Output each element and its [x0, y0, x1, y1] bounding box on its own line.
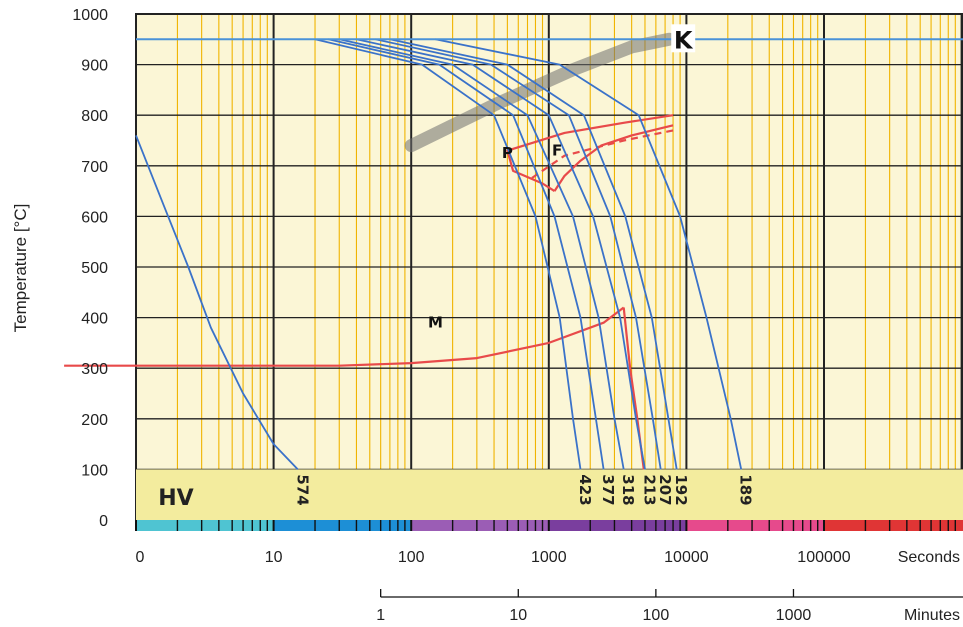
timebar-segment [273, 520, 412, 531]
hardness-value: 207 [656, 474, 674, 505]
timebar-segment [548, 520, 687, 531]
cooling-curve-207 [375, 38, 662, 470]
x-minutes-tick-label: 100 [643, 607, 670, 624]
y-axis-label: Temperature [°C] [11, 204, 30, 333]
y-tick-label: 500 [81, 260, 108, 277]
timebar-segment [686, 520, 824, 531]
y-tick-label: 0 [99, 513, 108, 530]
hv-band [136, 469, 963, 520]
hardness-value: 377 [599, 474, 617, 505]
y-tick-label: 600 [81, 209, 108, 226]
annealing-band-line [404, 32, 676, 153]
k-label: K [674, 26, 694, 54]
y-tick-label: 200 [81, 412, 108, 429]
x-seconds-unit: Seconds [898, 549, 960, 566]
x-minutes-tick-label: 10 [509, 607, 527, 624]
y-tick-label: 100 [81, 462, 108, 479]
x-seconds-tick-label: 100 [398, 549, 425, 566]
hardness-value: 574 [293, 474, 311, 505]
y-tick-label: 800 [81, 108, 108, 125]
major-grid [135, 13, 963, 521]
x-seconds-tick-label: 0 [136, 549, 145, 566]
region-label-P: P [502, 144, 513, 162]
region-label-F: F [552, 142, 562, 160]
hardness-value: 318 [619, 474, 637, 505]
timebar-segment [411, 520, 549, 531]
y-tick-label: 300 [81, 361, 108, 378]
y-tick-label: 400 [81, 311, 108, 328]
hardness-value: 192 [672, 474, 690, 505]
cooling-curves [135, 38, 743, 471]
x-minutes-tick-label: 1 [376, 607, 385, 624]
transformation-lines [64, 114, 674, 470]
transformation-line-3 [64, 306, 625, 367]
annealing-band [404, 32, 676, 153]
k-label-bg [671, 24, 696, 53]
cooling-curve-377 [328, 38, 605, 470]
timebar-segment [824, 520, 963, 531]
hardness-value: 213 [641, 474, 659, 505]
transformation-line-2 [526, 129, 674, 182]
hv-label: HV [158, 486, 193, 511]
time-colorbar [135, 520, 963, 531]
y-tick-label: 700 [81, 159, 108, 176]
hv-band-fill [136, 469, 963, 520]
transformation-line-0 [506, 114, 674, 193]
cooling-curve-192 [389, 38, 678, 470]
x-minutes-unit: Minutes [904, 607, 960, 624]
y-tick-label: 1000 [72, 7, 108, 24]
cooling-curve-213 [356, 38, 646, 470]
cooling-curve-574 [135, 135, 299, 471]
cooling-curve-423 [314, 38, 582, 470]
x-seconds-tick-label: 10000 [664, 549, 709, 566]
x-seconds-tick-label: 1000 [531, 549, 567, 566]
cooling-curve-189 [435, 38, 743, 470]
timebar-segment [136, 520, 274, 531]
y-tick-label: 900 [81, 58, 108, 75]
transformation-line-1 [553, 124, 674, 192]
x-seconds-tick-label: 100000 [797, 549, 850, 566]
hardness-value: 189 [737, 474, 755, 505]
x-minutes-tick-label: 1000 [776, 607, 812, 624]
hardness-value: 423 [576, 474, 594, 505]
region-label-M: M [428, 314, 443, 332]
austenitizing-line: K [136, 24, 963, 54]
cooling-curve-318 [339, 38, 625, 470]
x-seconds-tick-label: 10 [265, 549, 283, 566]
